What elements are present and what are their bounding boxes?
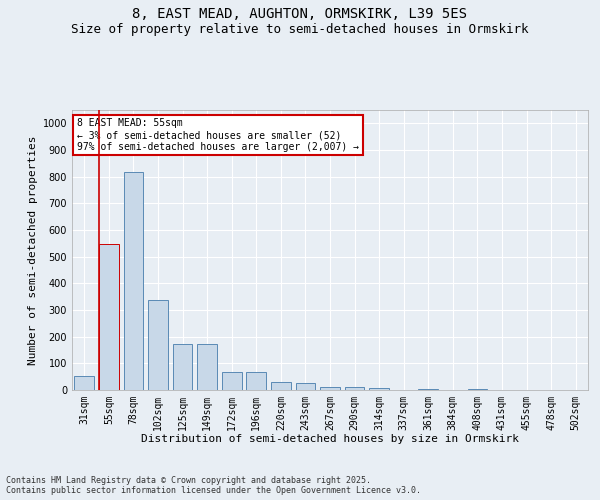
Text: Contains HM Land Registry data © Crown copyright and database right 2025.
Contai: Contains HM Land Registry data © Crown c… <box>6 476 421 495</box>
Bar <box>345 387 364 390</box>
X-axis label: Distribution of semi-detached houses by size in Ormskirk: Distribution of semi-detached houses by … <box>141 434 519 444</box>
Bar <box>197 344 217 390</box>
Bar <box>222 372 242 390</box>
Bar <box>148 300 168 390</box>
Text: Size of property relative to semi-detached houses in Ormskirk: Size of property relative to semi-detach… <box>71 22 529 36</box>
Y-axis label: Number of semi-detached properties: Number of semi-detached properties <box>28 135 38 365</box>
Bar <box>467 388 487 390</box>
Text: 8 EAST MEAD: 55sqm
← 3% of semi-detached houses are smaller (52)
97% of semi-det: 8 EAST MEAD: 55sqm ← 3% of semi-detached… <box>77 118 359 152</box>
Bar <box>99 244 119 390</box>
Bar <box>418 388 438 390</box>
Bar <box>173 344 193 390</box>
Text: 8, EAST MEAD, AUGHTON, ORMSKIRK, L39 5ES: 8, EAST MEAD, AUGHTON, ORMSKIRK, L39 5ES <box>133 8 467 22</box>
Bar <box>247 372 266 390</box>
Bar <box>124 172 143 390</box>
Bar <box>74 376 94 390</box>
Bar <box>296 384 315 390</box>
Bar <box>370 388 389 390</box>
Bar <box>271 382 290 390</box>
Bar <box>320 387 340 390</box>
